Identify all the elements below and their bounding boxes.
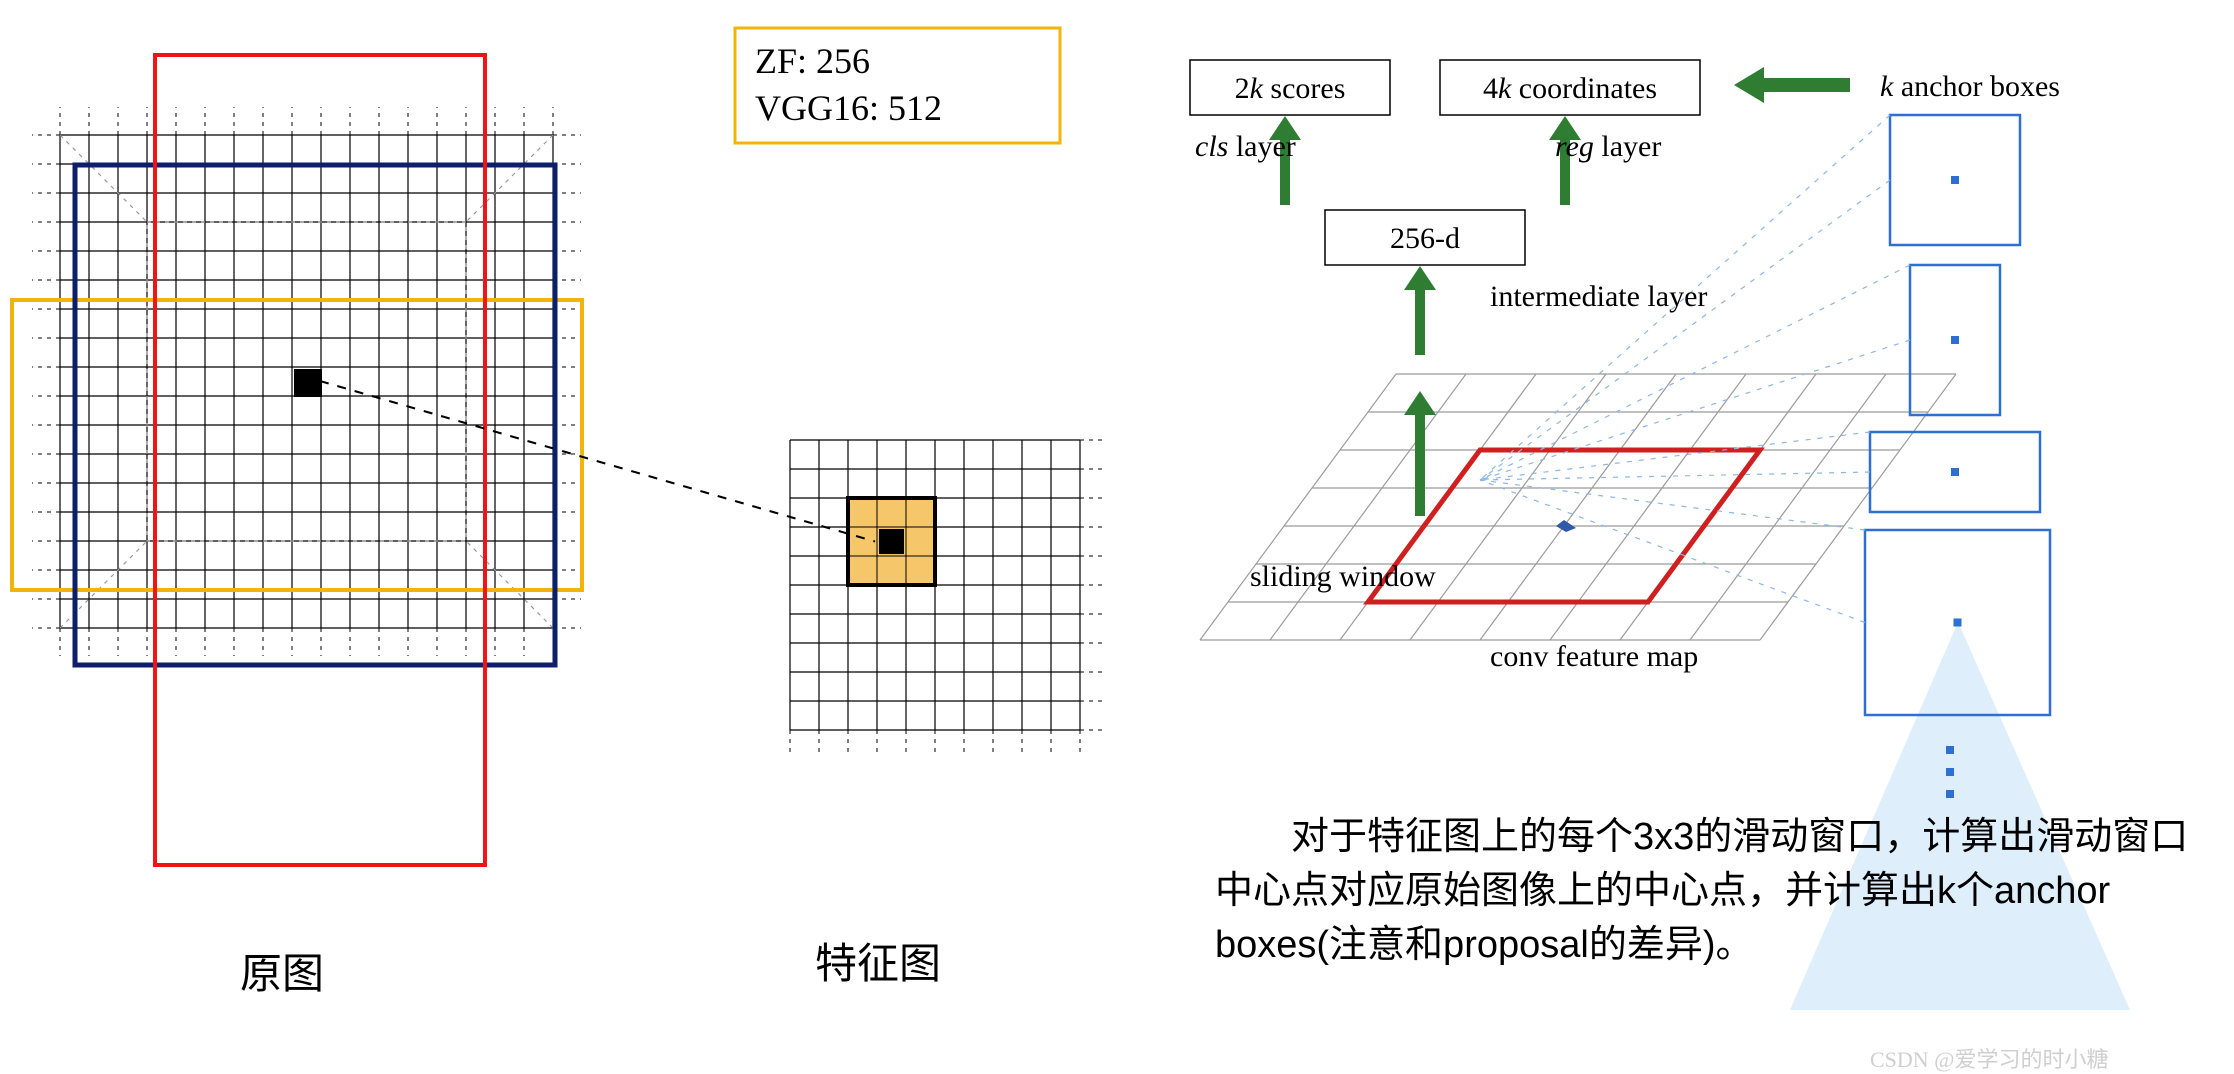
credit-watermark: CSDN @爱学习的时小糖 bbox=[1870, 1042, 2108, 1074]
cls-label: cls layer bbox=[1195, 130, 1296, 164]
convmap-label: conv feature map bbox=[1490, 640, 1698, 674]
svg-text:256-d: 256-d bbox=[1390, 222, 1460, 255]
paragraph: 对于特征图上的每个3x3的滑动窗口，计算出滑动窗口中心点对应原始图像上的中心点，… bbox=[1215, 810, 2215, 972]
svg-text:2k scores: 2k scores bbox=[1235, 72, 1346, 105]
svg-text:4k coordinates: 4k coordinates bbox=[1483, 72, 1657, 105]
intermediate-label: intermediate layer bbox=[1490, 280, 1707, 314]
reg-label: reg layer bbox=[1555, 130, 1661, 164]
sliding-window-label: sliding window bbox=[1250, 560, 1436, 594]
k-anchor-label: k anchor boxes bbox=[1880, 70, 2060, 104]
